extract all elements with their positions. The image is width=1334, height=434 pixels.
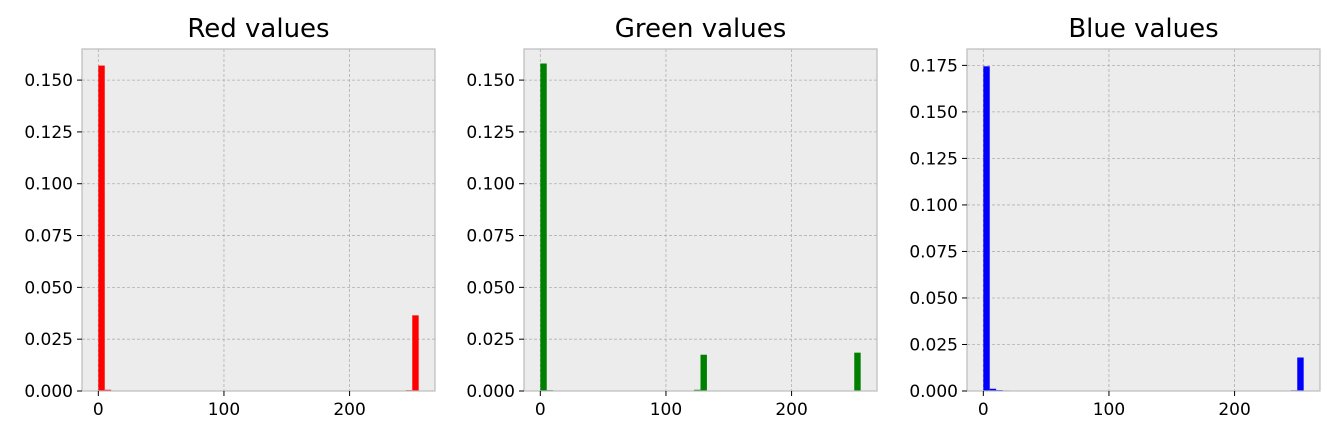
blue-values-panel: 0.000 0.025 0.050 0.075 0.100 0.125 0.150 0.175… xyxy=(909,14,1321,420)
red-y-tick-label: 0.150 xyxy=(24,71,73,91)
blue-y-tick-label: 0.000 xyxy=(909,382,958,402)
blue-histogram-bar xyxy=(983,66,990,391)
blue-histogram-bar xyxy=(1297,357,1304,391)
blue-y-tick-label: 0.150 xyxy=(909,103,958,123)
red-y-tick-label: 0.025 xyxy=(24,330,73,350)
green-y-tick-label: 0.050 xyxy=(466,278,515,298)
red-x-tick-label: 0 xyxy=(93,400,104,420)
green-y-tick-label: 0.100 xyxy=(466,175,515,195)
blue-y-tick-label: 0.125 xyxy=(909,149,958,169)
green-histogram-bar xyxy=(700,354,707,391)
blue-y-tick-label: 0.075 xyxy=(909,242,958,262)
green-y-tick-label: 0.075 xyxy=(466,227,515,247)
blue-plot-area xyxy=(967,49,1320,391)
blue-plot-frame xyxy=(966,48,1321,392)
red-histogram-bar xyxy=(412,315,419,391)
blue-chart-title: Blue values xyxy=(1068,14,1218,44)
green-histogram-bar xyxy=(694,389,701,391)
red-x-tick-label: 200 xyxy=(333,400,365,420)
green-y-tick-label: 0.000 xyxy=(466,382,515,402)
blue-y-tick-label: 0.050 xyxy=(909,289,958,309)
red-y-tick-label: 0.050 xyxy=(24,278,73,298)
red-y-tick-label: 0.075 xyxy=(24,227,73,247)
red-plot-frame xyxy=(81,48,436,392)
red-plot-area xyxy=(82,49,435,391)
green-y-tick-label: 0.125 xyxy=(466,123,515,143)
blue-y-tick-label: 0.100 xyxy=(909,196,958,216)
blue-x-tick-label: 100 xyxy=(1093,400,1125,420)
blue-x-tick-label: 200 xyxy=(1218,400,1250,420)
green-histogram-bar xyxy=(540,63,547,391)
red-histogram-bar xyxy=(98,65,105,391)
red-y-tick-label: 0.125 xyxy=(24,123,73,143)
green-x-tick-label: 100 xyxy=(650,400,682,420)
green-chart-title: Green values xyxy=(615,14,787,44)
red-y-tick-label: 0.000 xyxy=(24,382,73,402)
blue-y-tick-label: 0.025 xyxy=(909,335,958,355)
green-histogram-bar xyxy=(854,352,861,391)
green-y-tick-label: 0.025 xyxy=(466,330,515,350)
green-x-tick-label: 200 xyxy=(775,400,807,420)
green-values-panel: 0.000 0.025 0.050 0.075 0.100 0.125 0.150 0 100 2… xyxy=(466,14,878,420)
green-plot-area xyxy=(524,49,877,391)
green-y-tick-label: 0.150 xyxy=(466,71,515,91)
red-x-tick-label: 100 xyxy=(208,400,240,420)
green-x-tick-label: 0 xyxy=(535,400,546,420)
red-y-tick-label: 0.100 xyxy=(24,175,73,195)
green-plot-frame xyxy=(523,48,878,392)
red-histogram-bar xyxy=(104,389,112,391)
blue-histogram-bar xyxy=(989,388,997,391)
blue-y-tick-label: 0.175 xyxy=(909,56,958,76)
red-chart-title: Red values xyxy=(187,14,329,44)
blue-x-tick-label: 0 xyxy=(978,400,989,420)
red-values-panel: 0.000 0.025 0.050 0.075 0.100 0.125 0.150 0 100 2… xyxy=(24,14,436,420)
